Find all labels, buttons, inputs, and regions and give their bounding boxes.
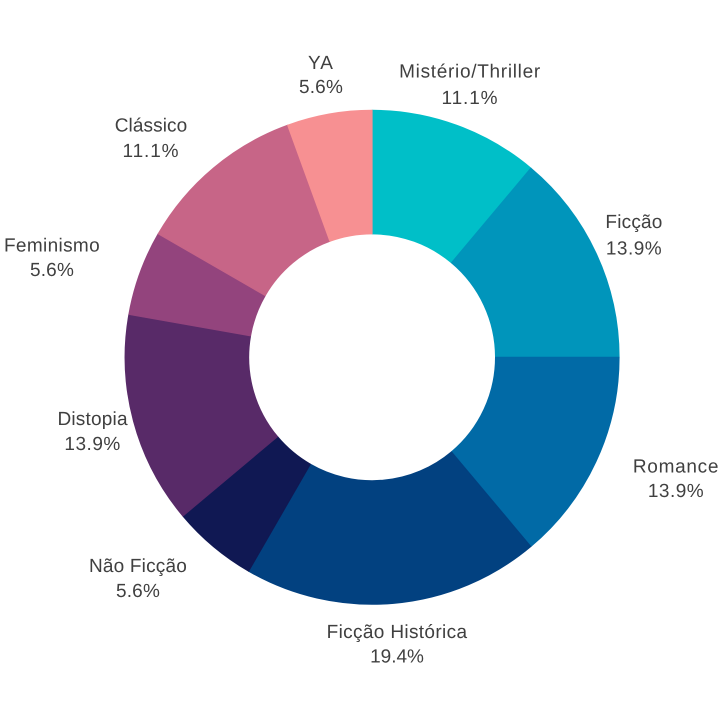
svg-text:Mistério/Thriller: Mistério/Thriller [399, 62, 541, 83]
svg-text:11.1%: 11.1% [123, 141, 180, 162]
svg-text:YA: YA [308, 53, 334, 74]
svg-text:Clássico: Clássico [115, 115, 188, 136]
svg-text:Romance: Romance [633, 457, 719, 478]
svg-text:5.6%: 5.6% [30, 260, 74, 281]
svg-text:Ficção: Ficção [605, 212, 662, 233]
svg-text:13.9%: 13.9% [64, 434, 120, 455]
svg-text:Ficção Histórica: Ficção Histórica [327, 622, 468, 643]
svg-text:Feminismo: Feminismo [4, 236, 100, 257]
svg-text:Distopia: Distopia [57, 409, 127, 430]
svg-text:Não Ficção: Não Ficção [89, 556, 187, 577]
svg-text:11.1%: 11.1% [442, 88, 499, 109]
svg-text:13.9%: 13.9% [606, 239, 662, 260]
svg-text:5.6%: 5.6% [299, 77, 343, 98]
svg-text:19.4%: 19.4% [370, 646, 424, 667]
svg-text:5.6%: 5.6% [116, 581, 160, 602]
svg-text:13.9%: 13.9% [648, 481, 704, 502]
